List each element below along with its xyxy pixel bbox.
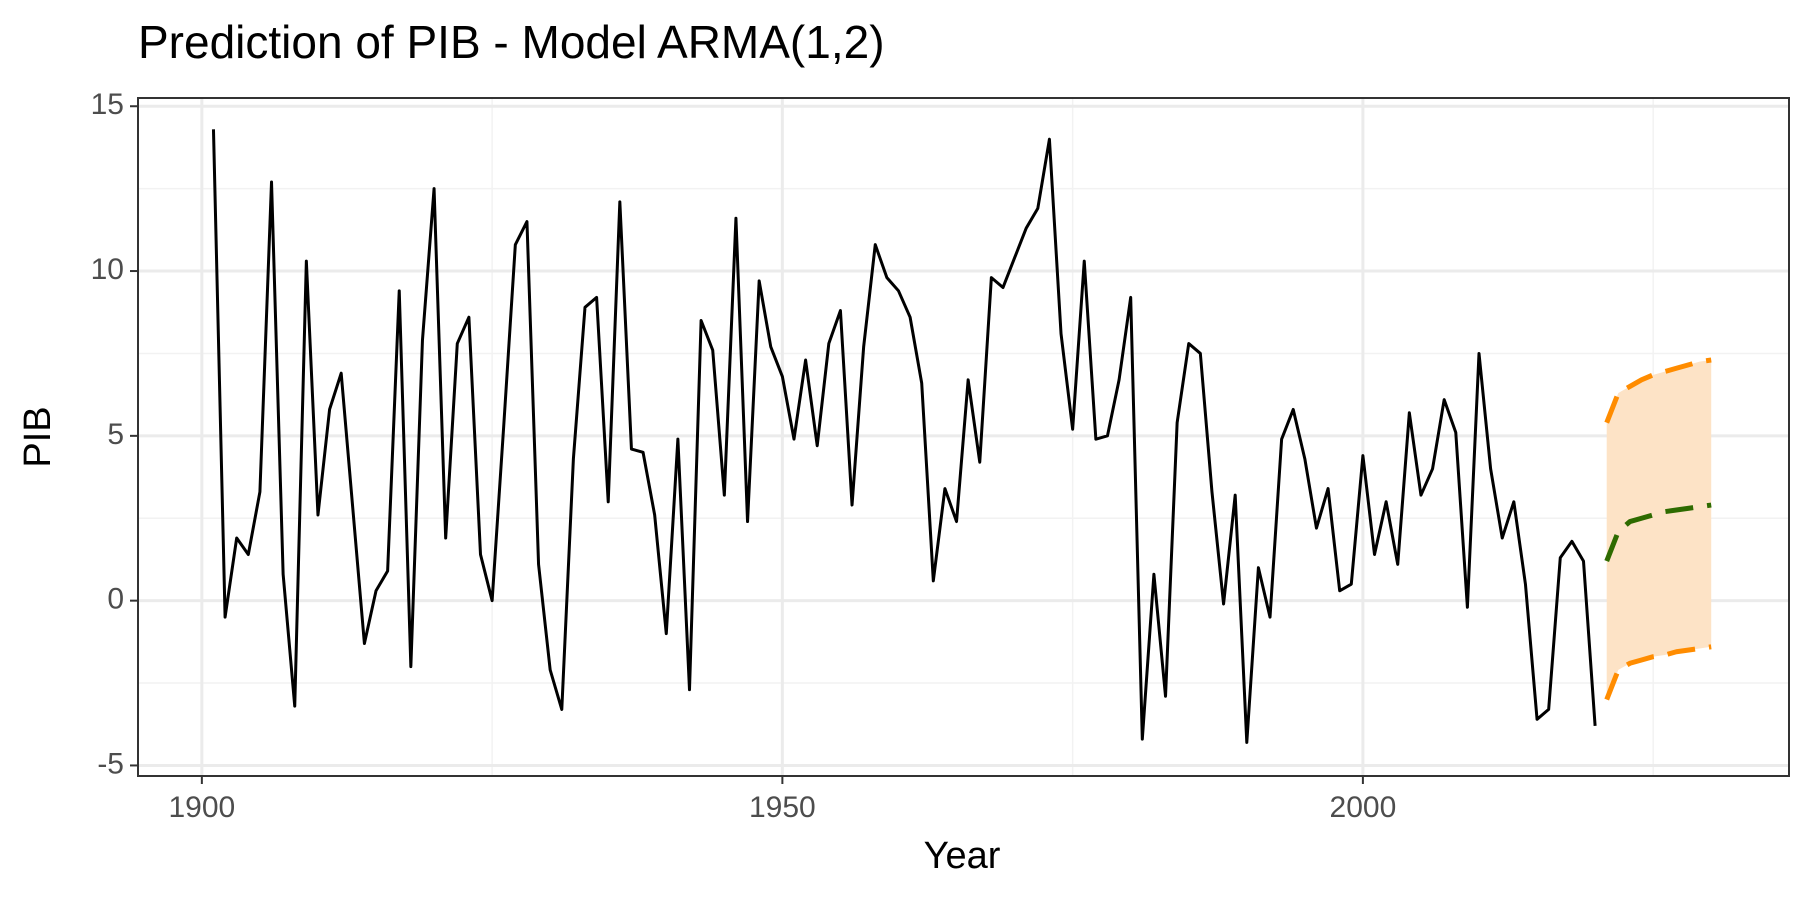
- y-tick-label: -5: [97, 747, 124, 780]
- plot-border: [137, 97, 1790, 777]
- data-line: [211, 129, 1597, 744]
- confidence-band: [1606, 360, 1712, 700]
- y-tick-label: 0: [107, 583, 124, 616]
- x-tick-label: 1950: [749, 791, 816, 824]
- x-tick-label: 2000: [1330, 791, 1397, 824]
- chart-title: Prediction of PIB - Model ARMA(1,2): [138, 16, 885, 68]
- x-axis-title: Year: [924, 835, 1001, 877]
- y-tick-label: 15: [91, 88, 124, 121]
- y-axis-title: PIB: [17, 406, 59, 467]
- y-tick-label: 10: [91, 253, 124, 286]
- x-tick-label: 1900: [168, 791, 235, 824]
- y-tick-label: 5: [107, 418, 124, 451]
- forecast-line: [1604, 644, 1712, 701]
